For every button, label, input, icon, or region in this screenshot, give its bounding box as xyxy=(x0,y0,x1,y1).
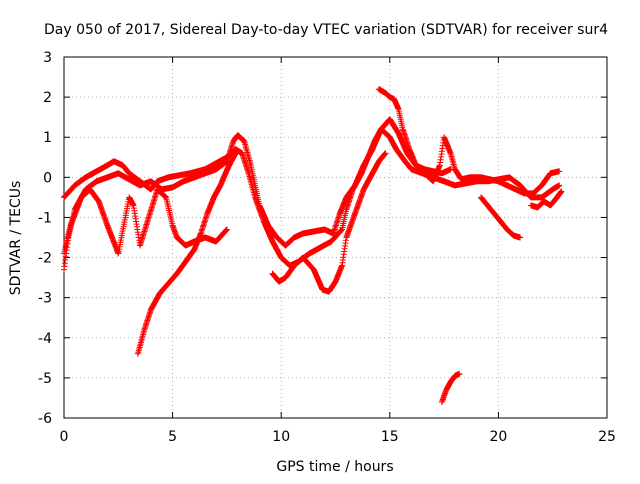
y-axis-label: SDTVAR / TECUs xyxy=(8,181,24,296)
data-point-markers xyxy=(438,370,463,405)
y-tick-label: -3 xyxy=(38,291,52,307)
series-track-b xyxy=(61,116,563,273)
series-track-g xyxy=(438,370,463,405)
x-tick-label: 5 xyxy=(168,429,177,445)
y-tick-label: -4 xyxy=(38,331,52,347)
x-tick-label: 25 xyxy=(598,429,616,445)
x-axis-label: GPS time / hours xyxy=(276,459,393,475)
data-point-markers xyxy=(61,186,230,257)
y-tick-label: 2 xyxy=(43,90,52,106)
y-tick-label: -6 xyxy=(38,411,52,427)
series-track-d xyxy=(134,150,239,357)
data-point-markers xyxy=(61,126,563,269)
series-track-e xyxy=(269,150,389,295)
data-point-markers xyxy=(269,150,389,295)
x-tick-label: 20 xyxy=(489,429,507,445)
series-track-a xyxy=(61,126,563,269)
y-tick-label: 0 xyxy=(43,170,52,186)
data-point-markers xyxy=(478,194,524,241)
y-tick-label: -5 xyxy=(38,371,52,387)
series-track-i xyxy=(528,188,565,211)
x-tick-label: 0 xyxy=(60,429,69,445)
y-tick-label: 1 xyxy=(43,130,52,146)
data-point-markers xyxy=(375,86,454,177)
chart-title: Day 050 of 2017, Sidereal Day-to-day VTE… xyxy=(44,22,608,38)
data-point-markers xyxy=(134,150,239,357)
data-series xyxy=(61,86,565,405)
y-tick-label: -2 xyxy=(38,251,52,267)
series-track-c xyxy=(61,186,230,257)
axes xyxy=(63,56,608,419)
y-tick-label: -1 xyxy=(38,210,52,226)
x-tick-label: 15 xyxy=(381,429,399,445)
x-tick-label: 10 xyxy=(272,429,290,445)
data-point-markers xyxy=(61,116,563,273)
series-track-f xyxy=(375,86,454,177)
data-point-markers xyxy=(528,188,565,211)
y-tick-label: 3 xyxy=(43,50,52,66)
series-track-h xyxy=(478,194,524,241)
plot-border xyxy=(63,56,608,419)
tick-labels: 0 5 10 15 20 25 -6 -5 -4 -3 -2 -1 0 1 2 3 xyxy=(38,50,616,445)
